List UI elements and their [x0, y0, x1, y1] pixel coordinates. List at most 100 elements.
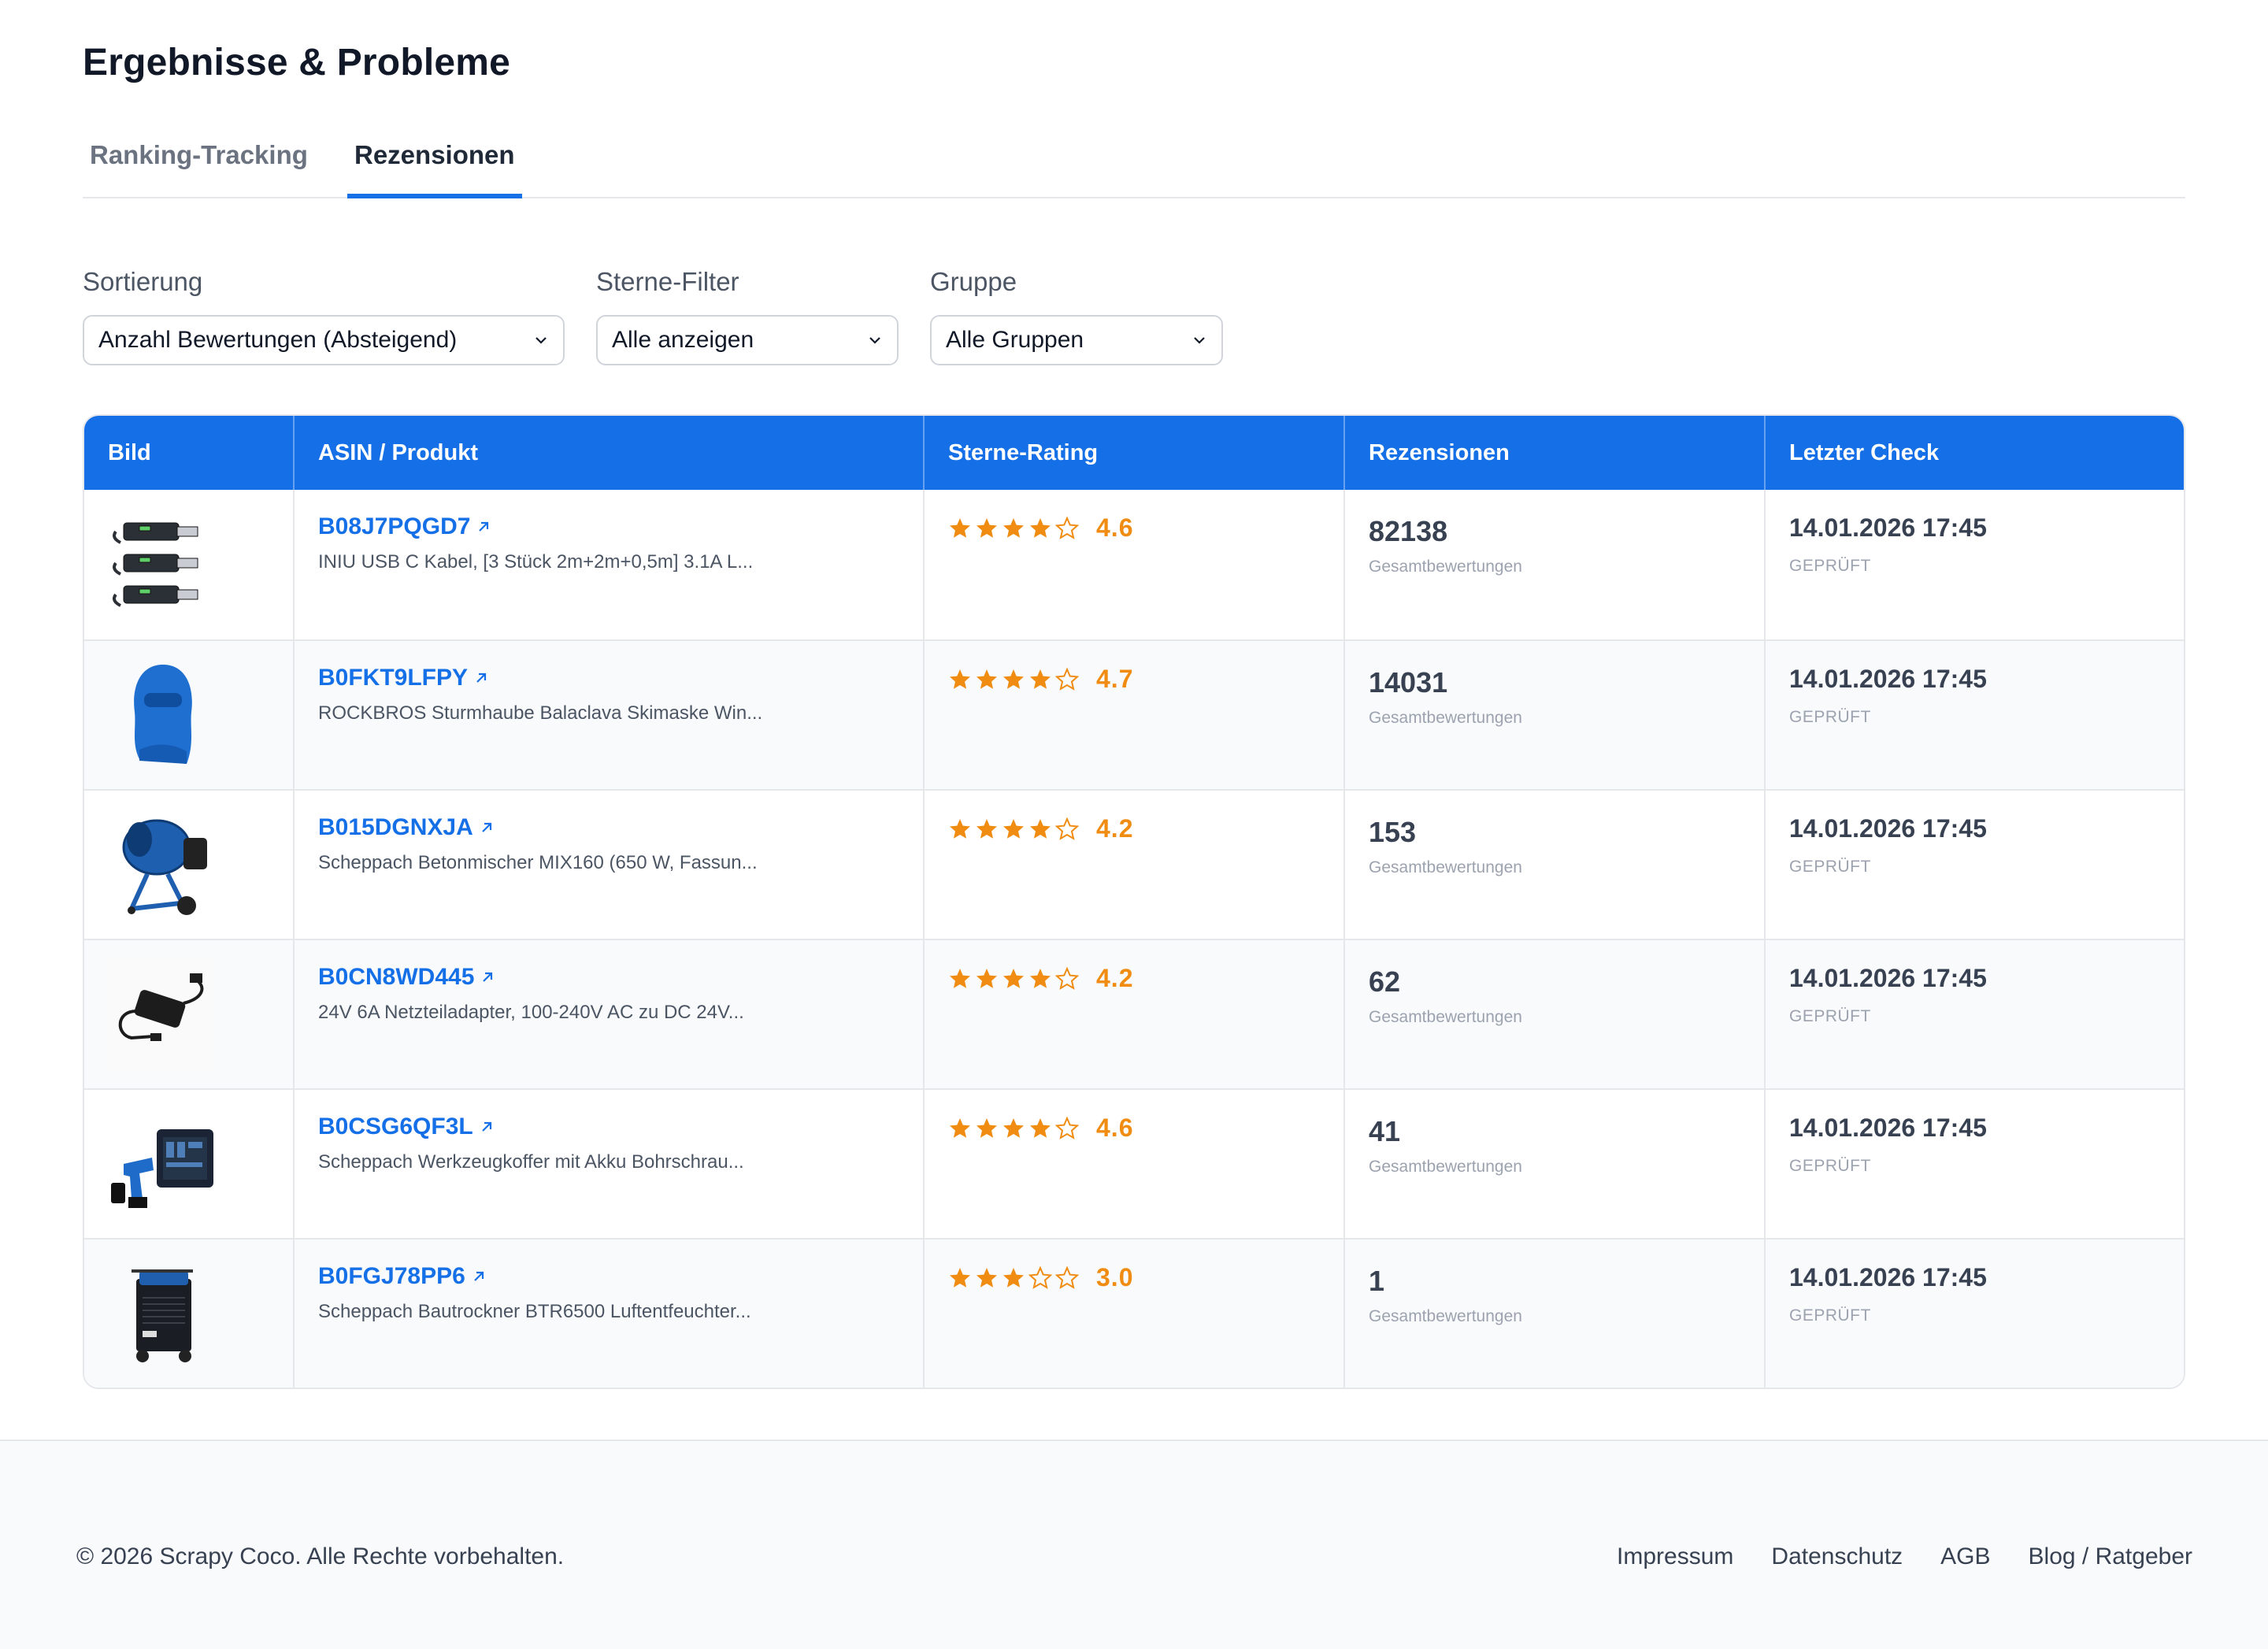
star-rating: 4.7	[948, 665, 1320, 694]
external-link-icon	[481, 1121, 491, 1132]
group-select-value: Alle Gruppen	[946, 327, 1084, 353]
table-row: B08J7PQGD7 INIU USB C Kabel, [3 Stück 2m+…	[84, 490, 2184, 639]
asin-link[interactable]: B015DGNXJA	[318, 814, 494, 841]
product-cell: B0FGJ78PP6 Scheppach Bautrockner BTR6500 …	[295, 1240, 925, 1388]
stars-filter: Sterne-Filter Alle anzeigen	[596, 265, 899, 365]
review-count-label: Gesamtbewertungen	[1369, 558, 1522, 576]
rating-cell: 4.2	[925, 791, 1345, 939]
star-filled-icon	[1003, 517, 1024, 538]
star-filled-icon	[976, 1117, 997, 1138]
review-count-label: Gesamtbewertungen	[1369, 1008, 1522, 1026]
tab-ranking-tracking[interactable]: Ranking-Tracking	[90, 140, 308, 169]
product-name: Scheppach Betonmischer MIX160 (650 W, Fa…	[318, 852, 758, 873]
rating-value: 4.7	[1096, 665, 1134, 693]
last-check-cell: 14.01.2026 17:45 GEPRÜFT	[1766, 1090, 2184, 1238]
check-status: GEPRÜFT	[1789, 1007, 1871, 1025]
last-check-date: 14.01.2026 17:45	[1789, 1263, 1987, 1291]
column-header-rating: Sterne-Rating	[925, 416, 1345, 490]
rating-value: 4.2	[1096, 964, 1134, 992]
stars	[948, 667, 1079, 691]
footer-link-blog[interactable]: Blog / Ratgeber	[2028, 1543, 2192, 1569]
chevron-down-icon	[869, 337, 880, 344]
external-link-icon	[479, 521, 489, 532]
star-empty-icon	[1028, 1265, 1052, 1289]
asin-link[interactable]: B0FGJ78PP6	[318, 1263, 486, 1290]
asin-link[interactable]: B08J7PQGD7	[318, 513, 491, 540]
asin-text: B0CSG6QF3L	[318, 1114, 473, 1139]
product-image	[108, 1255, 218, 1370]
chevron-down-icon	[1194, 337, 1205, 344]
reviews-cell: 14031 Gesamtbewertungen	[1345, 641, 1766, 789]
product-cell: B0FKT9LFPY ROCKBROS Sturmhaube Balaclava …	[295, 641, 925, 789]
asin-link[interactable]: B0CN8WD445	[318, 964, 495, 991]
footer-link-datenschutz[interactable]: Datenschutz	[1771, 1543, 1903, 1569]
rating-cell: 4.6	[925, 1090, 1345, 1238]
star-rating: 4.6	[948, 513, 1320, 543]
review-count: 1	[1369, 1265, 1385, 1297]
star-filled-icon	[976, 968, 997, 988]
review-count: 62	[1369, 965, 1401, 998]
check-status: GEPRÜFT	[1789, 708, 1871, 726]
footer-link-agb[interactable]: AGB	[1940, 1543, 1991, 1569]
table-row: B015DGNXJA Scheppach Betonmischer MIX160 …	[84, 789, 2184, 939]
reviews-cell: 1 Gesamtbewertungen	[1345, 1240, 1766, 1388]
page-title: Ergebnisse & Probleme	[83, 42, 511, 83]
group-select[interactable]: Alle Gruppen	[930, 315, 1223, 365]
rating-value: 4.6	[1096, 513, 1134, 542]
asin-text: B08J7PQGD7	[318, 513, 471, 539]
column-header-last-check: Letzter Check	[1789, 439, 1940, 465]
asin-link[interactable]: B0CSG6QF3L	[318, 1114, 494, 1140]
last-check-cell: 14.01.2026 17:45 GEPRÜFT	[1766, 791, 2184, 939]
asin-text: B0FGJ78PP6	[318, 1263, 465, 1289]
column-header-reviews: Rezensionen	[1345, 416, 1766, 490]
star-filled-icon	[976, 517, 997, 538]
tab-bar: Ranking-Tracking Rezensionen	[83, 132, 2185, 198]
star-rating: 4.2	[948, 814, 1320, 843]
star-filled-icon	[1003, 968, 1024, 988]
rating-value: 4.6	[1096, 1114, 1134, 1142]
external-link-icon	[476, 673, 487, 683]
review-count: 14031	[1369, 666, 1448, 699]
product-cell: B0CN8WD445 24V 6A Netzteiladapter, 100-24…	[295, 940, 925, 1088]
group-filter-label: Gruppe	[930, 267, 1017, 296]
star-filled-icon	[950, 1267, 970, 1288]
product-image-cell	[84, 1090, 295, 1238]
check-status: GEPRÜFT	[1789, 557, 1871, 575]
group-filter: Gruppe Alle Gruppen	[930, 265, 1223, 365]
product-name: 24V 6A Netzteiladapter, 100-240V AC zu D…	[318, 1002, 744, 1023]
product-name: Scheppach Bautrockner BTR6500 Luftentfeu…	[318, 1301, 751, 1322]
star-filled-icon	[1030, 968, 1051, 988]
star-rating: 4.2	[948, 964, 1320, 993]
rating-value: 4.2	[1096, 814, 1134, 843]
last-check-date: 14.01.2026 17:45	[1789, 665, 1987, 693]
tab-rezensionen[interactable]: Rezensionen	[347, 132, 522, 198]
star-filled-icon	[950, 517, 970, 538]
product-image	[108, 506, 218, 621]
last-check-date: 14.01.2026 17:45	[1789, 513, 1987, 542]
asin-link[interactable]: B0FKT9LFPY	[318, 665, 488, 691]
sort-filter: Sortierung Anzahl Bewertungen (Absteigen…	[83, 265, 565, 365]
last-check-cell: 14.01.2026 17:45 GEPRÜFT	[1766, 940, 2184, 1088]
review-count-label: Gesamtbewertungen	[1369, 709, 1522, 727]
review-count-label: Gesamtbewertungen	[1369, 1158, 1522, 1176]
star-empty-icon	[1055, 1116, 1079, 1139]
product-image-cell	[84, 1240, 295, 1388]
footer: © 2026 Scrapy Coco. Alle Rechte vorbehal…	[0, 1440, 2268, 1649]
star-filled-icon	[1003, 818, 1024, 839]
table-header: Bild ASIN / Produkt Sterne-Rating Rezens…	[84, 416, 2184, 490]
stars-select[interactable]: Alle anzeigen	[596, 315, 899, 365]
sort-label: Sortierung	[83, 267, 203, 296]
stars	[948, 817, 1079, 841]
reviews-cell: 153 Gesamtbewertungen	[1345, 791, 1766, 939]
product-image	[108, 806, 218, 921]
table-row: B0CN8WD445 24V 6A Netzteiladapter, 100-24…	[84, 939, 2184, 1088]
star-filled-icon	[1030, 669, 1051, 689]
sort-select[interactable]: Anzahl Bewertungen (Absteigend)	[83, 315, 565, 365]
star-empty-icon	[1055, 1265, 1079, 1289]
review-count: 153	[1369, 816, 1417, 848]
footer-link-impressum[interactable]: Impressum	[1617, 1543, 1734, 1569]
chevron-down-icon	[536, 337, 547, 344]
last-check-date: 14.01.2026 17:45	[1789, 814, 1987, 843]
last-check-cell: 14.01.2026 17:45 GEPRÜFT	[1766, 1240, 2184, 1388]
star-empty-icon	[1055, 966, 1079, 990]
